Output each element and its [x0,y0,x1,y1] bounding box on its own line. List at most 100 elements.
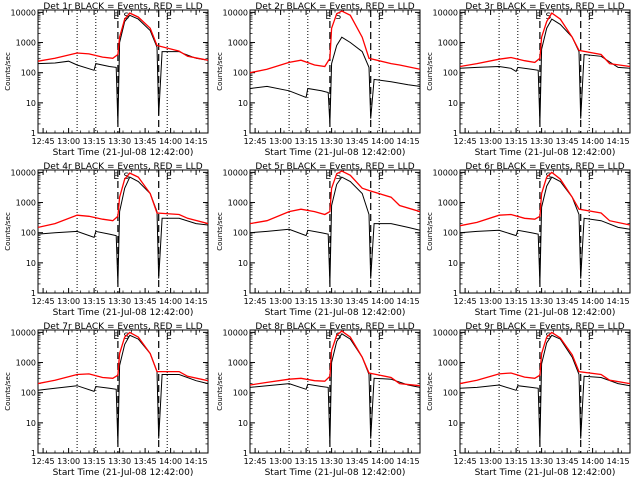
x-tick-label: 12:45 [32,297,55,306]
marker-flag-label: E [166,172,172,182]
y-axis-label: Counts/sec [4,52,12,91]
x-tick-label: 13:45 [556,457,579,466]
series-line-events [38,176,208,284]
panel-title: Det 8r BLACK = Events, RED = LLD [255,322,414,332]
y-tick-label: 10000 [223,8,248,17]
marker-flag-label: E [588,172,594,182]
panel-title: Det 4r BLACK = Events, RED = LLD [43,162,202,172]
x-tick-label: 14:00 [581,457,604,466]
x-tick-label: 14:15 [607,457,630,466]
x-axis-label: Start Time (21-Jul-08 12:42:00) [265,148,406,158]
marker-flag-label: S [546,172,552,182]
y-tick-label: 1 [243,129,248,138]
panel-title: Det 9r BLACK = Events, RED = LLD [465,322,624,332]
y-axis-label: Counts/sec [216,372,224,411]
x-tick-label: 14:15 [185,457,208,466]
y-tick-label: 10000 [11,8,36,17]
y-tick-label: 1000 [438,359,458,368]
y-tick-label: 10000 [11,168,36,177]
x-tick-label: 14:15 [185,137,208,146]
y-tick-label: 100 [443,389,458,398]
y-tick-label: 1 [243,289,248,298]
y-tick-label: 10 [238,99,248,108]
y-axis-label: Counts/sec [4,372,12,411]
series-line-lld [460,171,630,227]
y-tick-label: 1000 [228,359,248,368]
series-line-events [460,18,630,124]
y-tick-label: 1000 [16,359,36,368]
plot-frame [249,9,421,134]
marker-flag-label: E [535,332,541,342]
x-tick-label: 13:00 [479,297,502,306]
x-axis-label: Start Time (21-Jul-08 12:42:00) [475,148,616,158]
marker-flag-label: E [535,172,541,182]
marker-flag-label: E [378,12,384,22]
x-tick-label: 12:45 [244,137,267,146]
x-tick-label: 13:00 [57,297,80,306]
x-tick-label: 12:45 [454,297,477,306]
y-tick-label: 10000 [11,328,36,337]
x-tick-label: 13:45 [134,457,157,466]
x-tick-label: 13:45 [556,137,579,146]
panel-title: Det 2r BLACK = Events, RED = LLD [255,2,414,12]
y-tick-label: 1 [453,129,458,138]
panel-title: Det 6r BLACK = Events, RED = LLD [465,162,624,172]
x-tick-label: 13:45 [346,137,369,146]
y-tick-label: 10 [26,259,36,268]
y-tick-label: 10 [448,419,458,428]
series-line-events [460,334,630,444]
y-axis-label: Counts/sec [426,212,434,251]
x-tick-label: 13:00 [57,137,80,146]
y-tick-label: 10 [448,99,458,108]
y-tick-label: 100 [443,69,458,78]
x-tick-label: 14:00 [159,457,182,466]
y-tick-label: 10000 [433,168,458,177]
panel-det-6: Det 6r BLACK = Events, RED = LLD 1 10 100 10… [426,162,631,318]
marker-flag-label: E [113,172,119,182]
y-tick-label: 1 [31,289,36,298]
x-axis-label: Start Time (21-Jul-08 12:42:00) [475,468,616,478]
series-line-lld [38,331,208,385]
y-tick-label: 100 [21,389,36,398]
x-tick-label: 13:00 [479,137,502,146]
x-tick-label: 13:00 [269,297,292,306]
marker-flag-label: E [325,172,331,182]
x-axis-label: Start Time (21-Jul-08 12:42:00) [265,308,406,318]
x-tick-label: 13:00 [479,457,502,466]
y-tick-label: 10 [238,419,248,428]
marker-flag-label: E [166,12,172,22]
x-tick-label: 13:45 [346,457,369,466]
x-tick-label: 13:30 [530,137,553,146]
plot-frame [37,329,209,454]
marker-flag-label: E [166,332,172,342]
x-tick-label: 13:15 [295,137,318,146]
x-tick-label: 13:30 [320,457,343,466]
x-tick-label: 13:30 [530,457,553,466]
x-tick-label: 12:45 [32,457,55,466]
y-tick-label: 10 [238,259,248,268]
x-tick-label: 13:45 [134,297,157,306]
x-tick-label: 13:00 [269,137,292,146]
x-tick-label: 14:15 [397,457,420,466]
x-axis-label: Start Time (21-Jul-08 12:42:00) [475,308,616,318]
y-tick-label: 100 [233,69,248,78]
x-tick-label: 13:15 [505,457,528,466]
series-line-events [38,14,208,124]
panel-det-1: Det 1r BLACK = Events, RED = LLD 1 10 100 10… [4,2,209,158]
x-tick-label: 14:00 [581,297,604,306]
y-axis-label: Counts/sec [426,372,434,411]
x-tick-label: 13:30 [108,297,131,306]
x-tick-label: 13:45 [134,137,157,146]
plot-frame [37,169,209,294]
y-tick-label: 10 [26,99,36,108]
x-tick-label: 13:00 [269,457,292,466]
x-tick-label: 12:45 [32,137,55,146]
y-tick-label: 100 [21,69,36,78]
x-tick-label: 14:15 [607,137,630,146]
y-axis-label: Counts/sec [216,212,224,251]
x-tick-label: 14:00 [371,297,394,306]
x-tick-label: 14:15 [397,297,420,306]
plot-frame [459,169,631,294]
x-tick-label: 13:30 [320,137,343,146]
